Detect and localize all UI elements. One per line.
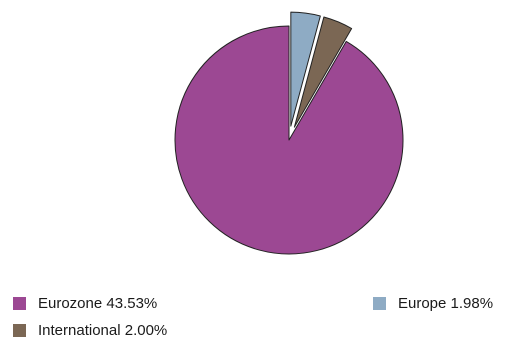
legend-swatch-eurozone: [13, 297, 26, 310]
pie-slice-international: [293, 16, 353, 128]
pie-slice-europe: [290, 11, 321, 127]
legend-item-international: International 2.00%: [13, 322, 167, 339]
legend-label-eurozone: Eurozone 43.53%: [38, 295, 158, 312]
legend-label-international: International 2.00%: [38, 322, 168, 339]
legend-swatch-international: [13, 324, 26, 337]
legend-item-eurozone: Eurozone 43.53%: [13, 295, 157, 312]
legend-swatch-europe: [373, 297, 386, 310]
legend-item-europe: Europe 1.98%: [373, 295, 493, 312]
legend-label-europe: Europe 1.98%: [398, 295, 494, 312]
pie-slice-eurozone: [174, 25, 404, 255]
